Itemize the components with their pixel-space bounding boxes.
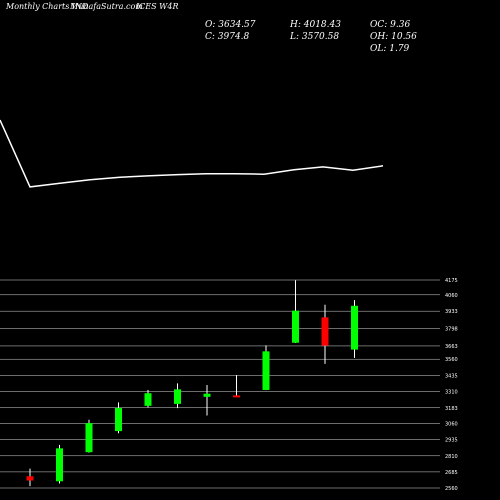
y-tick-label: 2560 xyxy=(445,486,458,492)
y-tick-label: 2685 xyxy=(445,470,458,476)
candle-up xyxy=(203,384,211,416)
grid-lines xyxy=(0,279,440,489)
high-value: H: 4018.43 xyxy=(289,20,341,30)
y-axis-ticks: 4175 4060 3933 3798 3663 3560 3435 3310 3183 3060… xyxy=(445,278,458,492)
open-value: O: 3634.57 xyxy=(205,20,256,30)
candle-down xyxy=(321,304,329,364)
y-tick-label: 3060 xyxy=(445,422,458,428)
ol-value: OL: 1.79 xyxy=(370,44,410,54)
y-tick-label: 4060 xyxy=(445,293,458,299)
source-label: MunafaSutra.com xyxy=(69,2,143,11)
candle-body xyxy=(85,423,93,453)
candle-body xyxy=(56,448,63,482)
y-tick-label: 3560 xyxy=(445,357,458,363)
price-line xyxy=(0,119,384,188)
candle-body xyxy=(351,305,358,350)
candle-body xyxy=(203,393,211,397)
candle-up xyxy=(174,383,181,409)
low-value: L: 3570.58 xyxy=(289,32,339,42)
candle-up xyxy=(351,300,358,358)
candle-down xyxy=(26,468,34,487)
oc-value: OC: 9.36 xyxy=(370,20,410,30)
candle-body xyxy=(26,476,34,481)
candle-up xyxy=(115,402,122,434)
candle-up xyxy=(292,280,299,343)
y-tick-label: 3310 xyxy=(445,389,458,395)
brand-label: Monthly Charts IND xyxy=(5,2,89,11)
candle-body xyxy=(115,407,122,432)
close-value: C: 3974.8 xyxy=(205,32,250,42)
candle-body xyxy=(174,389,181,404)
y-tick-label: 3798 xyxy=(445,327,458,333)
y-tick-label: 2935 xyxy=(445,438,458,444)
y-tick-label: 2810 xyxy=(445,454,458,460)
candle-body xyxy=(292,310,299,343)
y-tick-label: 3183 xyxy=(445,406,458,412)
oh-value: OH: 10.56 xyxy=(370,32,417,42)
candle-body xyxy=(321,317,329,346)
candle-body xyxy=(233,395,240,398)
y-tick-label: 3435 xyxy=(445,373,458,379)
candle-body xyxy=(144,393,152,406)
candle-up xyxy=(85,419,93,453)
y-tick-label: 3933 xyxy=(445,309,458,315)
y-tick-label: 4175 xyxy=(445,278,458,284)
candles xyxy=(26,280,358,487)
candle-body xyxy=(262,351,270,390)
candle-up xyxy=(262,345,270,391)
candle-up xyxy=(144,389,152,408)
y-tick-label: 3663 xyxy=(445,344,458,350)
candle-down xyxy=(233,375,240,398)
symbol-label: ICES W4R xyxy=(135,2,178,11)
overlay-line xyxy=(0,119,384,188)
candle-up xyxy=(56,444,63,484)
